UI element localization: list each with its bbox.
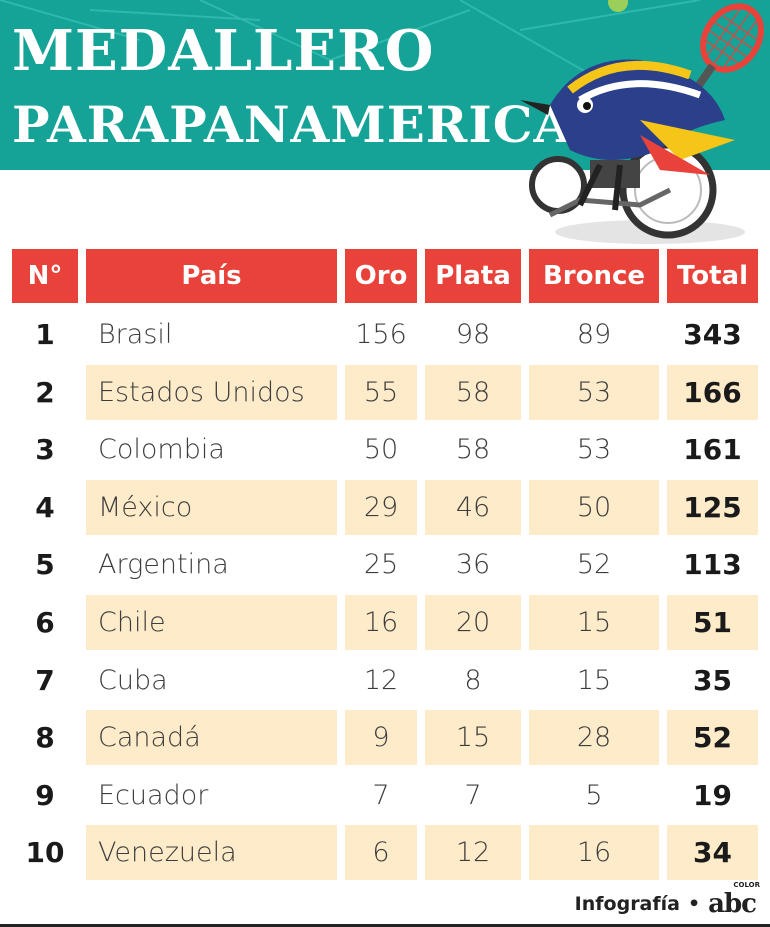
abc-logo-text: abc [708, 889, 757, 919]
bronze-cell: 16 [529, 825, 659, 880]
background-lines [0, 0, 701, 81]
total-cell: 343 [683, 318, 742, 351]
table-row: 2 Estados Unidos 55 58 53 166 [0, 365, 770, 420]
bronze-cell: 15 [576, 665, 612, 696]
rank-cell: 9 [35, 779, 55, 812]
bird-wheelchair-tennis-mascot-icon [520, 3, 764, 244]
bronze-cell: 50 [529, 480, 659, 535]
country-cell: Cuba [98, 665, 168, 696]
country-cell: Venezuela [86, 825, 337, 880]
total-cell: 113 [683, 548, 742, 581]
bronze-cell: 53 [576, 434, 612, 465]
credit-separator: • [687, 893, 701, 915]
bronze-cell: 53 [529, 365, 659, 420]
country-cell: México [86, 480, 337, 535]
silver-cell: 8 [464, 665, 482, 696]
abc-logo-small-text: COLOR [733, 881, 760, 889]
gold-cell: 25 [363, 549, 399, 580]
total-cell: 125 [667, 480, 758, 535]
country-cell: Ecuador [98, 780, 209, 811]
table-row: 10 Venezuela 6 12 16 34 [0, 825, 770, 880]
silver-cell: 58 [455, 434, 491, 465]
country-cell: Estados Unidos [86, 365, 337, 420]
table-row: 7 Cuba 12 8 15 35 [0, 653, 770, 708]
column-header-rank: N° [12, 249, 78, 303]
silver-cell: 98 [455, 319, 491, 350]
rank-cell: 6 [35, 606, 55, 639]
table-row: 8 Canadá 9 15 28 52 [0, 710, 770, 765]
rank-cell: 10 [25, 836, 65, 869]
column-header-silver: Plata [425, 249, 521, 303]
silver-cell: 15 [425, 710, 521, 765]
country-cell: Argentina [98, 549, 229, 580]
total-cell: 161 [683, 433, 742, 466]
gold-cell: 12 [363, 665, 399, 696]
gold-cell: 6 [345, 825, 417, 880]
silver-cell: 46 [425, 480, 521, 535]
credit-label: Infografía [574, 893, 680, 915]
rank-cell: 8 [35, 721, 55, 754]
abc-logo: abc COLOR [708, 881, 760, 919]
bronze-cell: 28 [529, 710, 659, 765]
rank-cell: 7 [35, 664, 55, 697]
gold-cell: 16 [345, 595, 417, 650]
silver-cell: 7 [464, 780, 482, 811]
gold-cell: 29 [345, 480, 417, 535]
table-row: 9 Ecuador 7 7 5 19 [0, 768, 770, 823]
bronze-cell: 52 [576, 549, 612, 580]
table-row: 1 Brasil 156 98 89 343 [0, 307, 770, 362]
table-row: 5 Argentina 25 36 52 113 [0, 537, 770, 592]
rank-cell: 5 [35, 548, 55, 581]
bottom-rule [0, 924, 770, 927]
country-cell: Canadá [86, 710, 337, 765]
total-cell: 35 [693, 664, 732, 697]
country-cell: Colombia [98, 434, 225, 465]
credit: Infografía • abc COLOR [574, 881, 760, 919]
table-row: 3 Colombia 50 58 53 161 [0, 422, 770, 477]
total-cell: 51 [667, 595, 758, 650]
country-cell: Chile [86, 595, 337, 650]
country-cell: Brasil [98, 319, 173, 350]
table-header: N° País Oro Plata Bronce Total [0, 249, 770, 303]
silver-cell: 36 [455, 549, 491, 580]
rank-cell: 2 [35, 376, 55, 409]
rank-cell: 1 [35, 318, 55, 351]
rank-cell: 3 [35, 433, 55, 466]
total-cell: 52 [667, 710, 758, 765]
table-row: 6 Chile 16 20 15 51 [0, 595, 770, 650]
column-header-country: País [86, 249, 337, 303]
table-row: 4 México 29 46 50 125 [0, 480, 770, 535]
gold-cell: 7 [372, 780, 390, 811]
gold-cell: 156 [355, 319, 407, 350]
silver-cell: 20 [425, 595, 521, 650]
silver-cell: 12 [425, 825, 521, 880]
gold-cell: 50 [363, 434, 399, 465]
gold-cell: 9 [345, 710, 417, 765]
column-header-total: Total [667, 249, 758, 303]
column-header-bronze: Bronce [529, 249, 659, 303]
total-cell: 19 [693, 779, 732, 812]
total-cell: 166 [667, 365, 758, 420]
column-header-gold: Oro [345, 249, 417, 303]
total-cell: 34 [667, 825, 758, 880]
gold-cell: 55 [345, 365, 417, 420]
bronze-cell: 5 [585, 780, 603, 811]
rank-cell: 4 [35, 491, 55, 524]
bronze-cell: 89 [576, 319, 612, 350]
bronze-cell: 15 [529, 595, 659, 650]
title-line-1: MEDALLERO [12, 18, 435, 84]
silver-cell: 58 [425, 365, 521, 420]
